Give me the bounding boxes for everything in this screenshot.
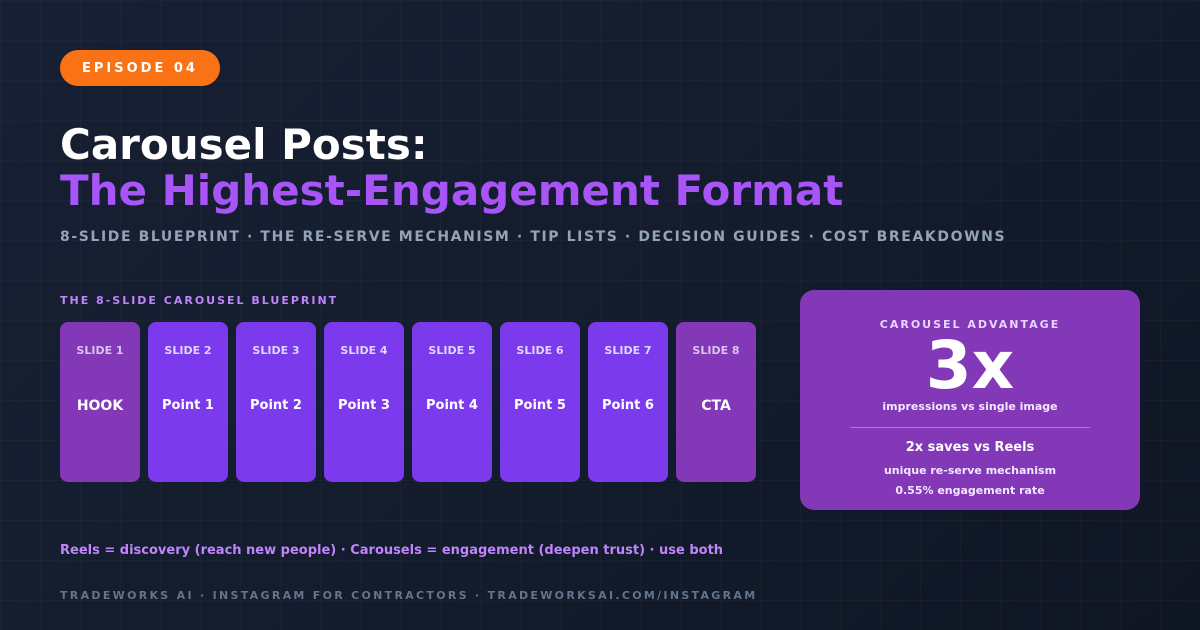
- slide-number: SLIDE 3: [252, 344, 300, 357]
- slide-card-2: SLIDE 2 Point 1: [148, 322, 228, 482]
- slide-label: CTA: [701, 398, 731, 414]
- carousel-advantage-card: CAROUSEL ADVANTAGE 3x impressions vs sin…: [800, 290, 1140, 510]
- slide-number: SLIDE 4: [340, 344, 388, 357]
- advantage-divider: [850, 427, 1090, 428]
- tagline: Reels = discovery (reach new people) · C…: [60, 543, 724, 558]
- advantage-big-label: impressions vs single image: [882, 400, 1058, 413]
- page-title-line1: Carousel Posts:: [60, 120, 428, 169]
- advantage-stat-engagement: 0.55% engagement rate: [895, 484, 1045, 497]
- slide-label: Point 5: [514, 398, 566, 413]
- subtitle: 8-SLIDE BLUEPRINT · THE RE-SERVE MECHANI…: [60, 229, 1007, 245]
- slide-card-3: SLIDE 3 Point 2: [236, 322, 316, 482]
- page-title-line2: The Highest-Engagement Format: [60, 166, 844, 215]
- slide-card-8: SLIDE 8 CTA: [676, 322, 756, 482]
- slide-number: SLIDE 8: [692, 344, 740, 357]
- slide-label: HOOK: [76, 398, 124, 414]
- advantage-title: CAROUSEL ADVANTAGE: [879, 318, 1061, 331]
- advantage-big-value: 3x: [925, 327, 1015, 404]
- slide-label: Point 1: [162, 398, 214, 413]
- slide-label: Point 4: [426, 398, 478, 413]
- slide-number: SLIDE 2: [164, 344, 212, 357]
- blueprint-label: THE 8-SLIDE CAROUSEL BLUEPRINT: [60, 294, 339, 307]
- slide-card-4: SLIDE 4 Point 3: [324, 322, 404, 482]
- slide-label: Point 2: [250, 398, 302, 413]
- episode-badge: EPISODE 04: [60, 50, 220, 86]
- slide-number: SLIDE 7: [604, 344, 652, 357]
- slide-card-6: SLIDE 6 Point 5: [500, 322, 580, 482]
- slide-card-1: SLIDE 1 HOOK: [60, 322, 140, 482]
- slide-label: Point 3: [338, 398, 390, 413]
- advantage-stat-saves: 2x saves vs Reels: [905, 440, 1035, 455]
- slide-card-5: SLIDE 5 Point 4: [412, 322, 492, 482]
- slide-number: SLIDE 6: [516, 344, 564, 357]
- slide-card-7: SLIDE 7 Point 6: [588, 322, 668, 482]
- slide-label: Point 6: [602, 398, 654, 413]
- slide-number: SLIDE 1: [76, 344, 124, 357]
- advantage-stat-reserve: unique re-serve mechanism: [883, 464, 1057, 477]
- footer: TRADEWORKS AI · INSTAGRAM FOR CONTRACTOR…: [60, 589, 758, 602]
- slide-number: SLIDE 5: [428, 344, 476, 357]
